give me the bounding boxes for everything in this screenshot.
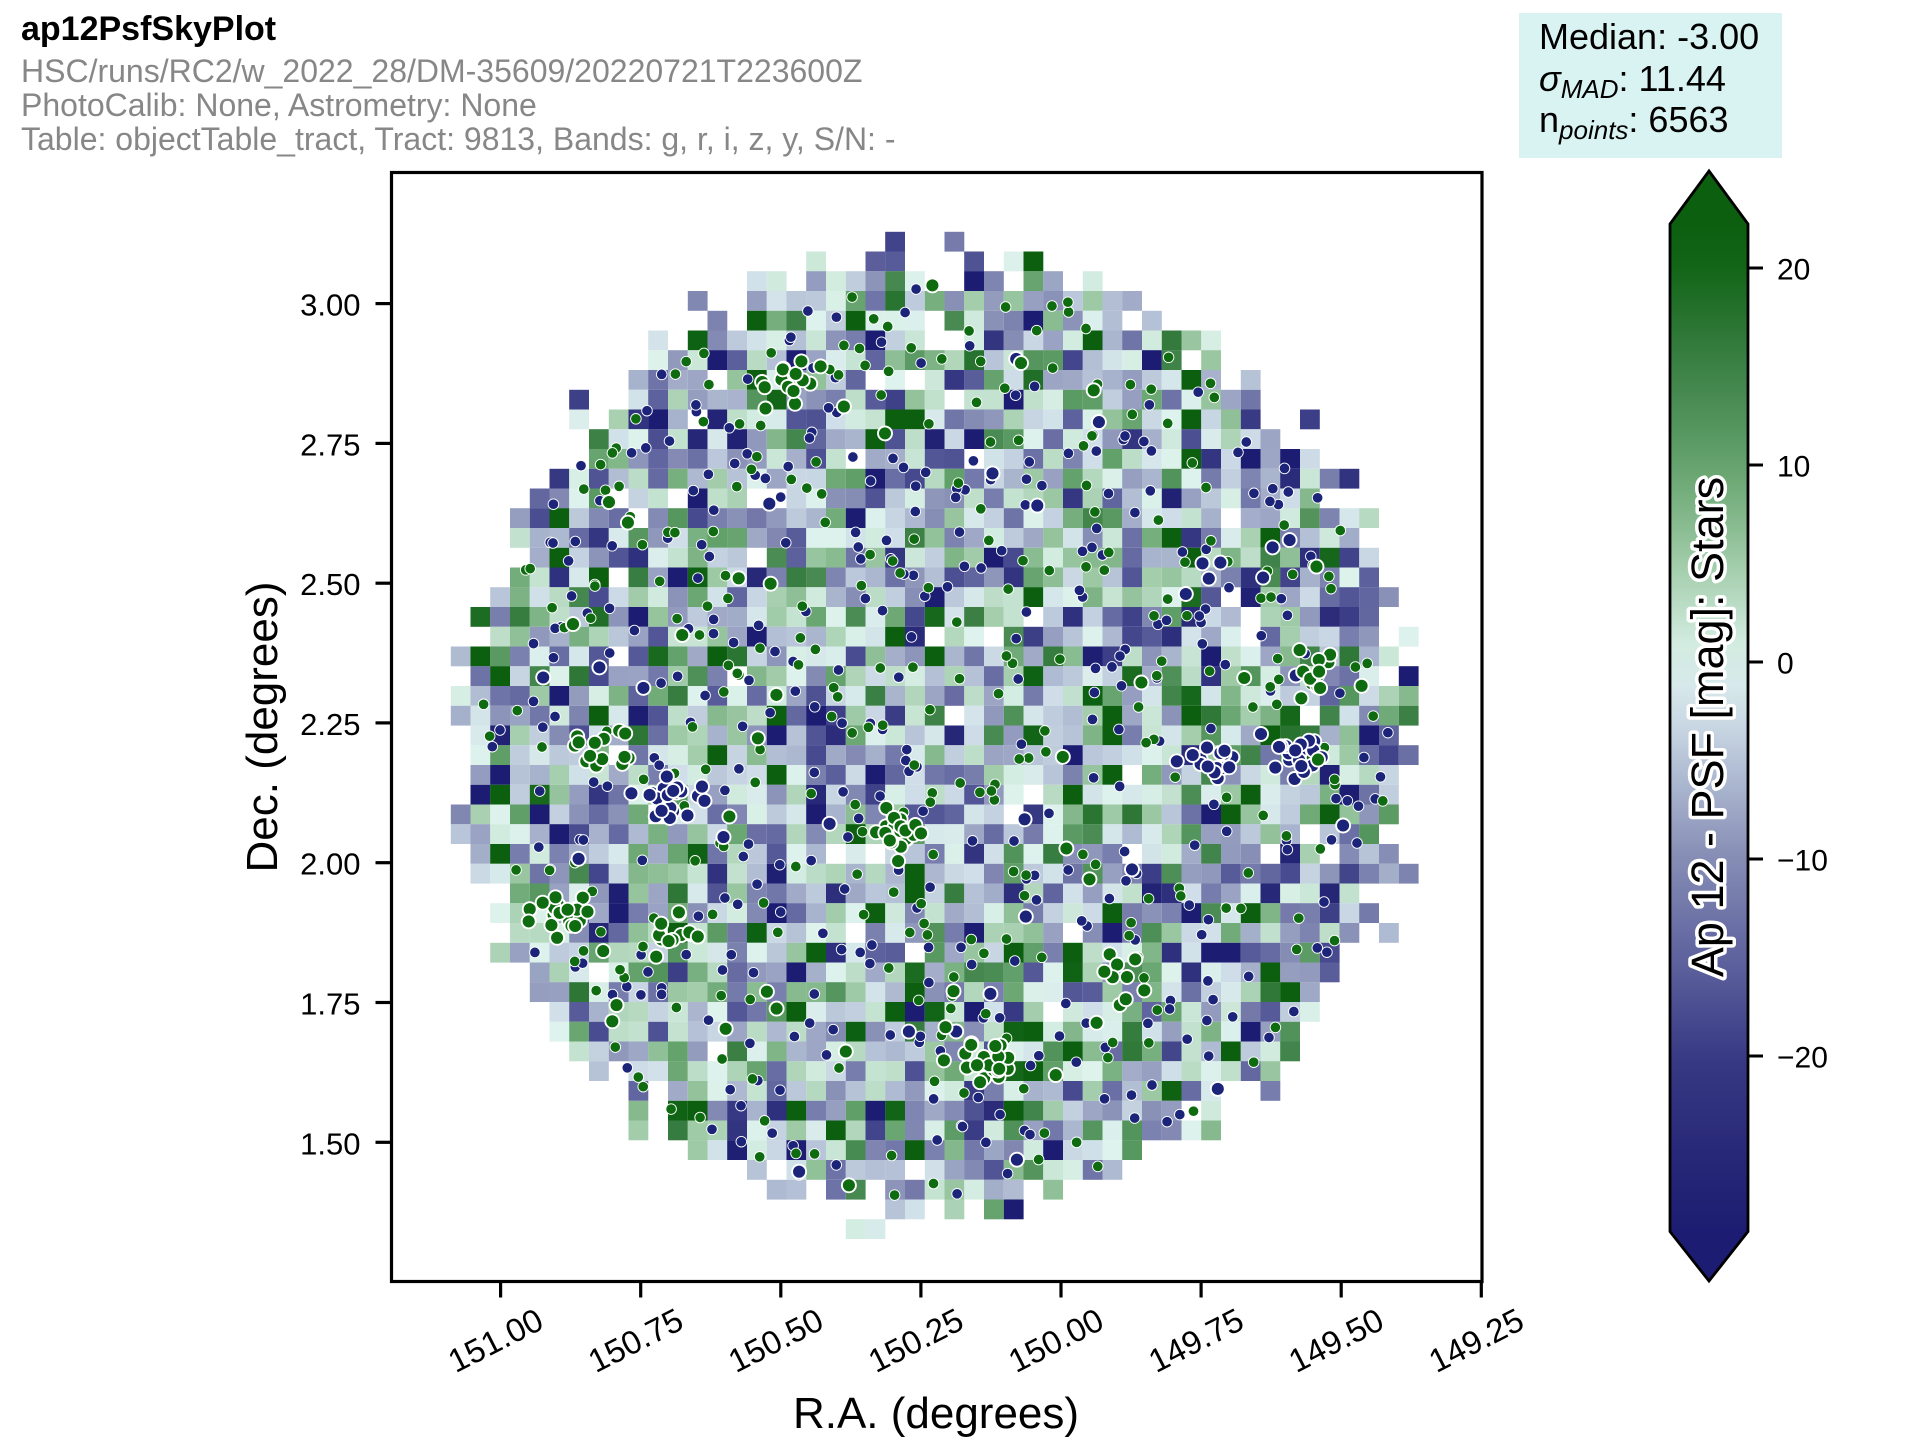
svg-text:2.25: 2.25 [300, 707, 360, 742]
svg-text:Median: -3.00: Median: -3.00 [1539, 16, 1759, 57]
svg-text:Ap 12 - PSF [mag]: Stars: Ap 12 - PSF [mag]: Stars [1682, 477, 1733, 977]
svg-text:−10: −10 [1777, 845, 1828, 878]
svg-text:HSC/runs/RC2/w_2022_28/DM-3560: HSC/runs/RC2/w_2022_28/DM-35609/20220721… [21, 53, 862, 89]
svg-text:2.75: 2.75 [300, 427, 360, 462]
svg-text:Dec. (degrees): Dec. (degrees) [238, 581, 287, 872]
svg-text:PhotoCalib: None, Astrometry:: PhotoCalib: None, Astrometry: None [21, 87, 537, 123]
svg-text:R.A. (degrees): R.A. (degrees) [793, 1389, 1079, 1438]
svg-text:1.75: 1.75 [300, 987, 360, 1022]
svg-text:10: 10 [1777, 451, 1810, 484]
svg-text:20: 20 [1777, 254, 1810, 287]
svg-text:1.50: 1.50 [300, 1126, 360, 1161]
svg-text:2.50: 2.50 [300, 567, 360, 602]
svg-text:0: 0 [1777, 648, 1794, 681]
svg-text:2.00: 2.00 [300, 847, 360, 882]
svg-text:ap12PsfSkyPlot: ap12PsfSkyPlot [21, 10, 276, 48]
svg-text:−20: −20 [1777, 1042, 1828, 1075]
svg-text:σMAD: 11.44: σMAD: 11.44 [1539, 58, 1726, 104]
svg-text:3.00: 3.00 [300, 288, 360, 323]
svg-text:Table: objectTable_tract, Trac: Table: objectTable_tract, Tract: 9813, B… [21, 121, 895, 157]
